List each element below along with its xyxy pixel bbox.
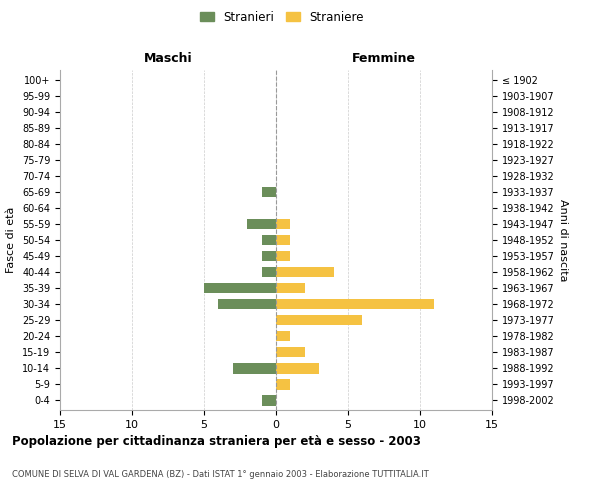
Bar	[276, 331, 290, 342]
Y-axis label: Fasce di età: Fasce di età	[7, 207, 16, 273]
Bar	[276, 299, 434, 310]
Bar	[276, 267, 334, 278]
Bar	[276, 347, 305, 358]
Bar	[262, 267, 276, 278]
Text: COMUNE DI SELVA DI VAL GARDENA (BZ) - Dati ISTAT 1° gennaio 2003 - Elaborazione : COMUNE DI SELVA DI VAL GARDENA (BZ) - Da…	[12, 470, 429, 479]
Legend: Stranieri, Straniere: Stranieri, Straniere	[195, 6, 369, 28]
Text: Femmine: Femmine	[352, 52, 416, 65]
Y-axis label: Anni di nascita: Anni di nascita	[559, 198, 568, 281]
Bar	[262, 395, 276, 406]
Bar	[276, 379, 290, 390]
Bar	[276, 363, 319, 374]
Bar	[276, 315, 362, 326]
Bar	[276, 235, 290, 245]
Bar	[233, 363, 276, 374]
Bar	[262, 235, 276, 245]
Bar	[276, 251, 290, 261]
Bar	[218, 299, 276, 310]
Bar	[262, 186, 276, 197]
Bar	[276, 283, 305, 294]
Text: Maschi: Maschi	[143, 52, 193, 65]
Bar	[262, 251, 276, 261]
Bar	[276, 219, 290, 229]
Bar	[247, 219, 276, 229]
Bar	[204, 283, 276, 294]
Text: Popolazione per cittadinanza straniera per età e sesso - 2003: Popolazione per cittadinanza straniera p…	[12, 435, 421, 448]
